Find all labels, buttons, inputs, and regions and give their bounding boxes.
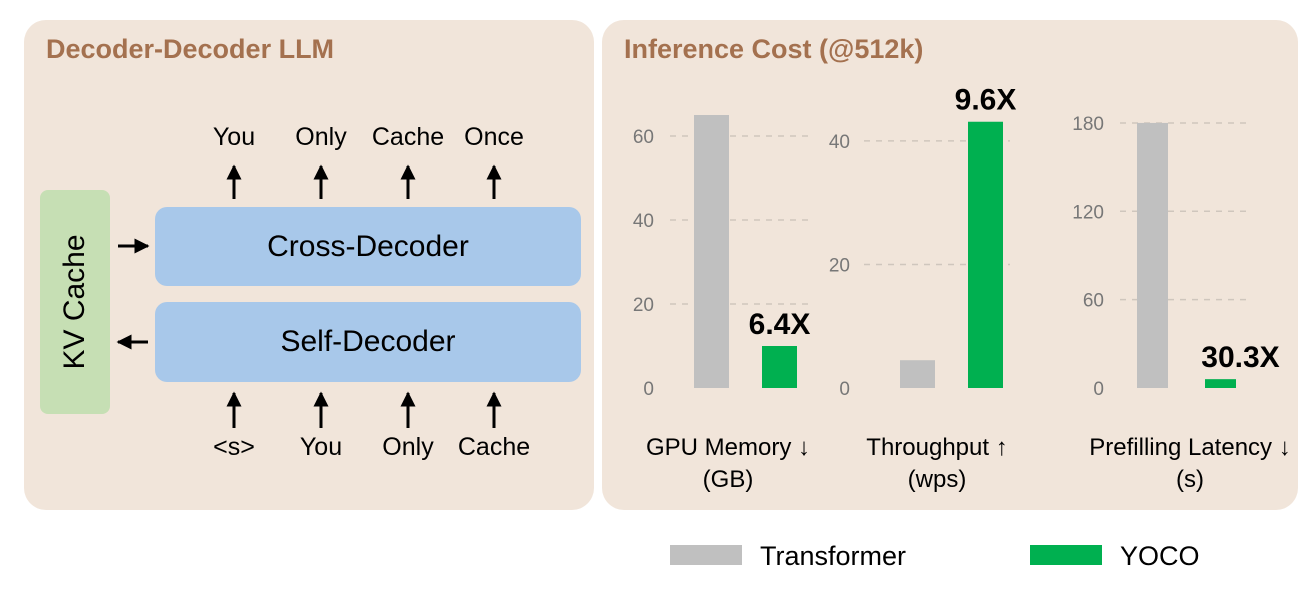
self-decoder-label: Self-Decoder xyxy=(280,325,456,358)
y-tick-label: 60 xyxy=(1083,291,1104,312)
metric-unit: (wps) xyxy=(908,466,967,493)
architecture-title: Decoder-Decoder LLM xyxy=(46,34,335,64)
bar-transformer xyxy=(1137,122,1168,388)
kv-cache-block: KV Cache xyxy=(40,190,110,414)
output-token: You xyxy=(212,123,256,151)
self-decoder-block: Self-Decoder xyxy=(155,302,581,382)
inference-cost-title: Inference Cost (@512k) xyxy=(624,34,924,64)
bar-transformer xyxy=(900,360,935,388)
y-tick-label: 0 xyxy=(643,379,654,400)
chart-1: 0 20 40 9.6X Throughput ↑ (wps) xyxy=(829,84,1017,493)
output-token: Cache xyxy=(371,123,445,151)
inference-cost-panel: Inference Cost (@512k) 0 20 40 60 6.4X GPU Me… xyxy=(602,20,1298,510)
inference-cost-charts: 0 20 40 60 6.4X GPU Memory ↓ (GB) 0 20 40 9.6X Thro… xyxy=(633,84,1291,493)
y-tick-label: 120 xyxy=(1072,202,1104,223)
metric-label: Throughput ↑ xyxy=(866,434,1007,461)
y-tick-label: 40 xyxy=(633,211,654,232)
bar-transformer xyxy=(694,115,729,388)
architecture-panel: Decoder-Decoder LLM KV Cache Cross-Decod… xyxy=(24,20,594,510)
legend-swatch-yoco xyxy=(1030,545,1102,565)
y-tick-label: 60 xyxy=(633,127,654,148)
speedup-annotation: 9.6X xyxy=(955,84,1017,117)
y-tick-label: 180 xyxy=(1072,114,1104,135)
bar-yoco xyxy=(968,121,1003,388)
metric-label: GPU Memory ↓ xyxy=(646,434,810,461)
chart-0: 0 20 40 60 6.4X GPU Memory ↓ (GB) xyxy=(633,115,811,493)
speedup-annotation: 6.4X xyxy=(749,308,811,341)
bar-yoco xyxy=(762,346,797,388)
metric-label: Prefilling Latency ↓ xyxy=(1089,434,1290,461)
legend-swatch-transformer xyxy=(670,545,742,565)
output-token: Only xyxy=(295,123,347,151)
y-tick-label: 0 xyxy=(1093,379,1104,400)
input-token: You xyxy=(299,433,343,461)
chart-2: 0 60 120 180 30.3X Prefilling Latency ↓ (s) xyxy=(1072,114,1290,493)
diagram-arrows xyxy=(116,164,502,428)
metric-unit: (GB) xyxy=(703,466,754,493)
metric-unit: (s) xyxy=(1176,466,1204,493)
cross-decoder-block: Cross-Decoder xyxy=(155,207,581,286)
bar-yoco xyxy=(1205,379,1236,388)
output-token: Once xyxy=(464,123,524,151)
legend-label: YOCO xyxy=(1120,541,1200,571)
input-token: Cache xyxy=(457,433,531,461)
y-tick-label: 40 xyxy=(829,132,850,153)
speedup-annotation: 30.3X xyxy=(1201,341,1279,374)
input-token: Only xyxy=(382,433,434,461)
y-tick-label: 0 xyxy=(839,379,850,400)
input-token: <s> xyxy=(213,433,255,461)
cross-decoder-label: Cross-Decoder xyxy=(267,229,469,263)
y-tick-label: 20 xyxy=(633,295,654,316)
legend-label: Transformer xyxy=(760,541,906,571)
y-tick-label: 20 xyxy=(829,255,850,276)
